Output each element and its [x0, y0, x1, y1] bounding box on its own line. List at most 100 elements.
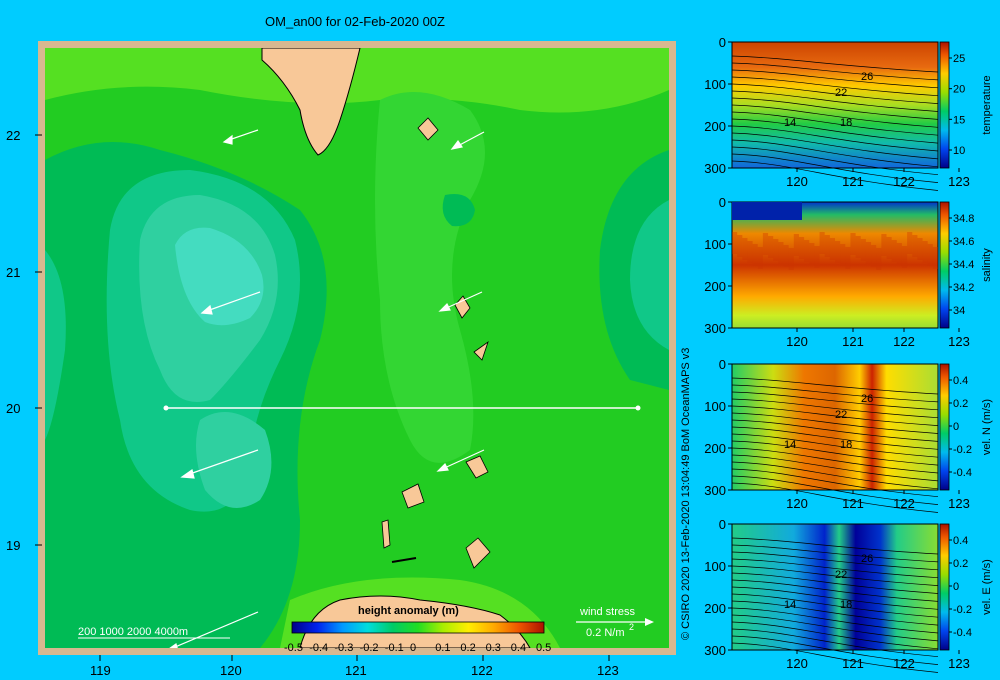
- colorbar-tick-label: -0.5: [284, 642, 303, 654]
- contour-label: 26: [861, 393, 873, 405]
- section-lon-tick-label: 123: [948, 334, 970, 349]
- isotherm-contour: [731, 586, 939, 610]
- section-colorbar-tick: 15: [953, 114, 965, 126]
- section-colorbar-tick: 34.2: [953, 282, 974, 294]
- isotherm-contour: [731, 635, 939, 665]
- isotherm-contour: [731, 614, 939, 642]
- section-lon-tick-label: 121: [842, 496, 864, 511]
- island: [417, 117, 439, 141]
- isotherm-contour: [731, 433, 939, 458]
- depth-tick-label: 300: [704, 321, 726, 336]
- isotherm-contour: [731, 454, 939, 482]
- colorbar-tick-label: 0.1: [435, 642, 450, 654]
- isotherm-contour: [731, 621, 939, 650]
- contour-label: 22: [835, 87, 847, 99]
- wind-arrows: [169, 129, 485, 648]
- depth-tick-label: 0: [719, 35, 726, 50]
- section-colorbar-tick: 34: [953, 305, 965, 317]
- isotherm-contour: [731, 97, 939, 120]
- isotherm-contour: [731, 544, 939, 563]
- section-lon-tick-label: 122: [893, 496, 915, 511]
- section-lon-tick-label: 123: [948, 174, 970, 189]
- island: [465, 537, 491, 569]
- isotherm-contour: [731, 558, 939, 579]
- contour-label: 26: [861, 71, 873, 83]
- contour-label: 18: [840, 599, 852, 611]
- section-colorbar-tick: -0.4: [953, 467, 972, 479]
- contour-label: 22: [835, 409, 847, 421]
- section-lon-tick-label: 121: [842, 174, 864, 189]
- section-lon-tick-label: 122: [893, 334, 915, 349]
- contour-label: 14: [784, 117, 796, 129]
- section-colorbar-tick: -0.2: [953, 604, 972, 616]
- depth-tick-label: 0: [719, 517, 726, 532]
- wind-stress-label: wind stress: [579, 606, 636, 618]
- isotherm-contour: [731, 551, 939, 571]
- section-colorbar-tick: 0: [953, 581, 959, 593]
- isotherm-contour: [731, 69, 939, 89]
- island: [454, 295, 471, 319]
- island: [391, 557, 417, 563]
- section-lon-tick-label: 121: [842, 656, 864, 671]
- land-north: [261, 48, 361, 156]
- isotherm-contour: [731, 426, 939, 450]
- section-lon-tick-label: 120: [786, 656, 808, 671]
- island: [401, 483, 425, 509]
- lon-tick-label: 119: [90, 663, 111, 678]
- section-colorbar-tick: 0.2: [953, 558, 968, 570]
- depth-tick-label: 200: [704, 441, 726, 456]
- section-colorbar-tick: 0.4: [953, 375, 968, 387]
- lat-tick-label: 19: [6, 538, 20, 553]
- section-lon-tick-label: 122: [893, 656, 915, 671]
- isotherm-contour: [731, 419, 939, 442]
- depth-tick-label: 100: [704, 77, 726, 92]
- height-anomaly-colorbar: height anomaly (m) -0.5 -0.4 -0.3 -0.2 -0.1 0…: [284, 605, 551, 654]
- isotherm-contour: [731, 160, 939, 191]
- island: [381, 519, 391, 549]
- section-colorbar: [939, 363, 950, 491]
- isotherm-contour: [731, 62, 939, 81]
- contour-label: 22: [835, 569, 847, 581]
- section-colorbar: [939, 201, 950, 329]
- colorbar-tick-label: 0: [410, 642, 416, 654]
- section-field: [731, 41, 939, 169]
- section-lon-tick-label: 123: [948, 656, 970, 671]
- isotherm-contour: [731, 440, 939, 466]
- depth-tick-label: 0: [719, 357, 726, 372]
- isotherm-contour: [731, 139, 939, 168]
- isotherm-contour: [731, 83, 939, 104]
- section-colorbar: [939, 523, 950, 651]
- colorbar-tick-label: 0.3: [486, 642, 501, 654]
- section-ylabel: temperature: [981, 75, 993, 134]
- isotherm-contour: [731, 377, 939, 395]
- colorbar-gradient: [291, 621, 545, 634]
- eddy-core: [175, 227, 264, 326]
- isotherm-contour: [731, 593, 939, 618]
- section-lon-tick-label: 120: [786, 496, 808, 511]
- lat-axis: 22 21 20 19: [6, 128, 42, 553]
- isotherm-contour: [731, 55, 939, 73]
- isotherm-contour: [731, 607, 939, 634]
- isotherm-contour: [731, 104, 939, 128]
- wind-stress-legend: wind stress 0.2 N/m 2: [576, 606, 654, 639]
- section-ylabel: vel. N (m/s): [981, 399, 993, 455]
- colorbar-label: height anomaly (m): [358, 605, 459, 617]
- section-lon-tick-label: 120: [786, 334, 808, 349]
- contour-label: 26: [861, 553, 873, 565]
- section-field: [731, 523, 939, 651]
- isotherm-contour: [731, 76, 939, 97]
- section-colorbar-tick: 10: [953, 145, 965, 157]
- anomaly-ridge: [375, 92, 485, 463]
- section-colorbar-tick: 25: [953, 53, 965, 65]
- section-colorbar-tick: 34.8: [953, 213, 974, 225]
- depth-tick-label: 0: [719, 195, 726, 210]
- section-colorbar-tick: 0: [953, 421, 959, 433]
- section-lon-tick-label: 123: [948, 496, 970, 511]
- colorbar-tick-label: -0.1: [385, 642, 404, 654]
- colorbar-tick-label: -0.3: [334, 642, 353, 654]
- isotherm-contour: [731, 384, 939, 403]
- island: [465, 455, 489, 479]
- lon-tick-label: 123: [597, 663, 619, 678]
- lat-tick-label: 21: [6, 265, 20, 280]
- depth-tick-label: 100: [704, 237, 726, 252]
